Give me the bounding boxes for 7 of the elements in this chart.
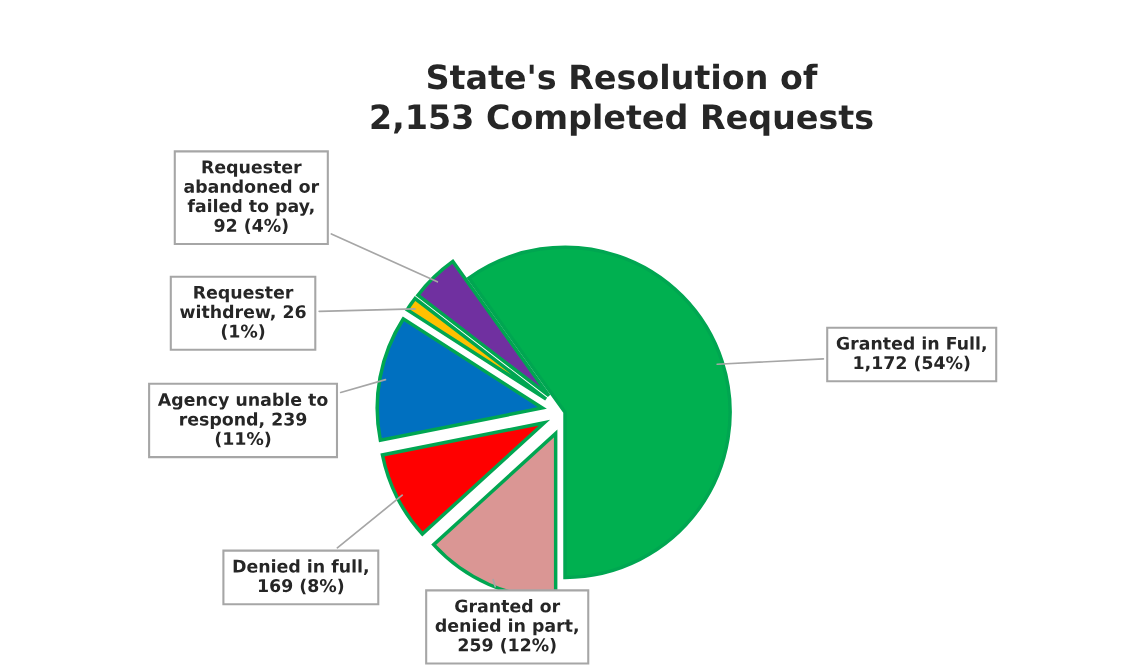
chart-title: State's Resolution of 2,153 Completed Requests bbox=[371, 63, 873, 136]
slice-label: Granted in Full, 1,172 (54%) bbox=[836, 336, 986, 372]
slice-label: Granted or denied in part, 259 (12%) bbox=[435, 599, 578, 654]
slice-label: Requester withdrew, 26 (1%) bbox=[180, 285, 306, 340]
slice-label: Agency unable to respond, 239 (11%) bbox=[157, 392, 328, 448]
slice-label: Requester abandoned or failed to pay, 92 (4%) bbox=[184, 160, 320, 234]
slice-label: Denied in full, 169 (8%) bbox=[233, 559, 368, 595]
